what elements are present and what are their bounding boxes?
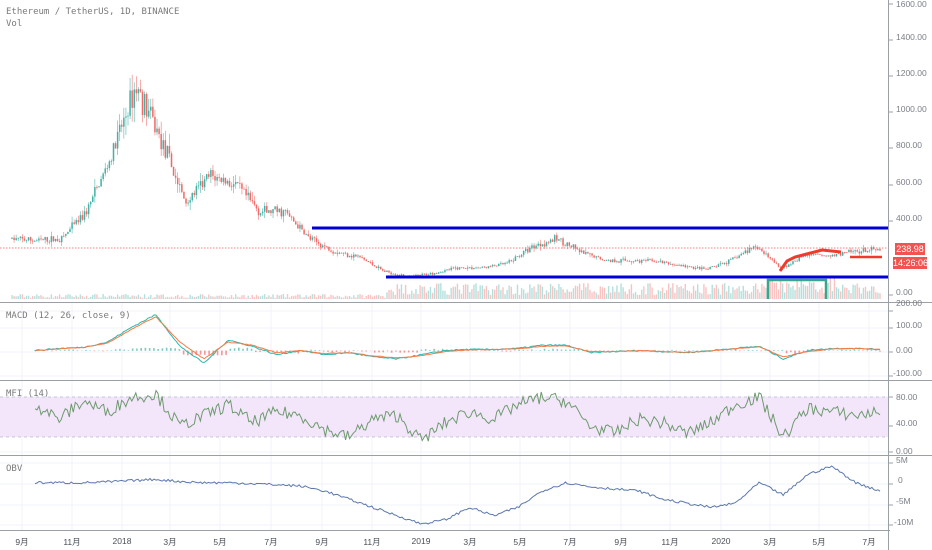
obv-pane[interactable] [34, 465, 881, 525]
time-label: 2018 [112, 536, 132, 546]
time-label: 11月 [661, 537, 679, 547]
time-label: 11月 [63, 537, 81, 547]
price-label: 0.00 [896, 287, 913, 297]
mfi-band [0, 397, 888, 437]
volume-box[interactable] [766, 278, 828, 299]
price-label: 1200.00 [896, 68, 927, 78]
macd-legend[interactable]: MACD (12, 26, close, 9) [6, 311, 131, 321]
mfi-pane[interactable] [0, 389, 888, 442]
signal-line [35, 316, 881, 360]
price-pane[interactable] [0, 0, 888, 302]
time-label: 9月 [15, 537, 29, 547]
axis-ticks [889, 3, 893, 526]
candlesticks [11, 74, 881, 279]
time-label: 5月 [812, 537, 826, 547]
obv-label: -10M [894, 517, 914, 527]
mfi-label: 0.00 [896, 446, 913, 456]
bar-countdown-tag: 14:26:06 [893, 257, 929, 269]
mfi-label: 80.00 [896, 392, 918, 402]
price-label: 1600.00 [896, 0, 927, 9]
mfi-line [34, 389, 881, 442]
obv-label: -5M [896, 496, 911, 506]
price-label: 1400.00 [896, 32, 927, 42]
obv-line [34, 465, 881, 525]
time-label: 9月 [614, 537, 628, 547]
price-label: 1000.00 [896, 104, 927, 114]
time-label: 3月 [763, 537, 777, 547]
time-label: 2020 [711, 536, 731, 546]
time-label: 3月 [163, 537, 177, 547]
macd-label: -100.00 [893, 368, 922, 378]
mfi-legend[interactable]: MFI (14) [6, 389, 50, 399]
macd-pane[interactable] [34, 314, 881, 363]
volume-histogram [11, 275, 881, 299]
price-label: 800.00 [896, 140, 922, 150]
time-label: 2019 [411, 536, 431, 546]
price-label: 600.00 [896, 177, 922, 187]
price-label: 400.00 [896, 213, 922, 223]
time-label: 3月 [463, 537, 477, 547]
current-price-tag: 238.98 [895, 243, 925, 255]
trendline[interactable] [778, 248, 842, 272]
macd-label: 200.00 [896, 298, 922, 308]
volume-legend[interactable]: Vol [6, 19, 23, 29]
obv-legend[interactable]: OBV [6, 464, 23, 474]
macd-line [34, 314, 880, 363]
macd-label: 0.00 [896, 345, 913, 355]
time-label: 5月 [513, 537, 527, 547]
macd-label: 100.00 [896, 320, 922, 330]
time-label: 7月 [264, 537, 278, 547]
time-label: 5月 [213, 537, 227, 547]
obv-label: 5M [896, 455, 908, 465]
time-label: 7月 [563, 537, 577, 547]
time-label: 9月 [315, 537, 329, 547]
obv-label: 0 [898, 475, 903, 485]
mfi-label: 40.00 [896, 418, 918, 428]
time-label: 11月 [363, 537, 381, 547]
symbol-title[interactable]: Ethereum / TetherUS, 1D, BINANCE [6, 7, 180, 17]
time-label: 7月 [862, 537, 876, 547]
